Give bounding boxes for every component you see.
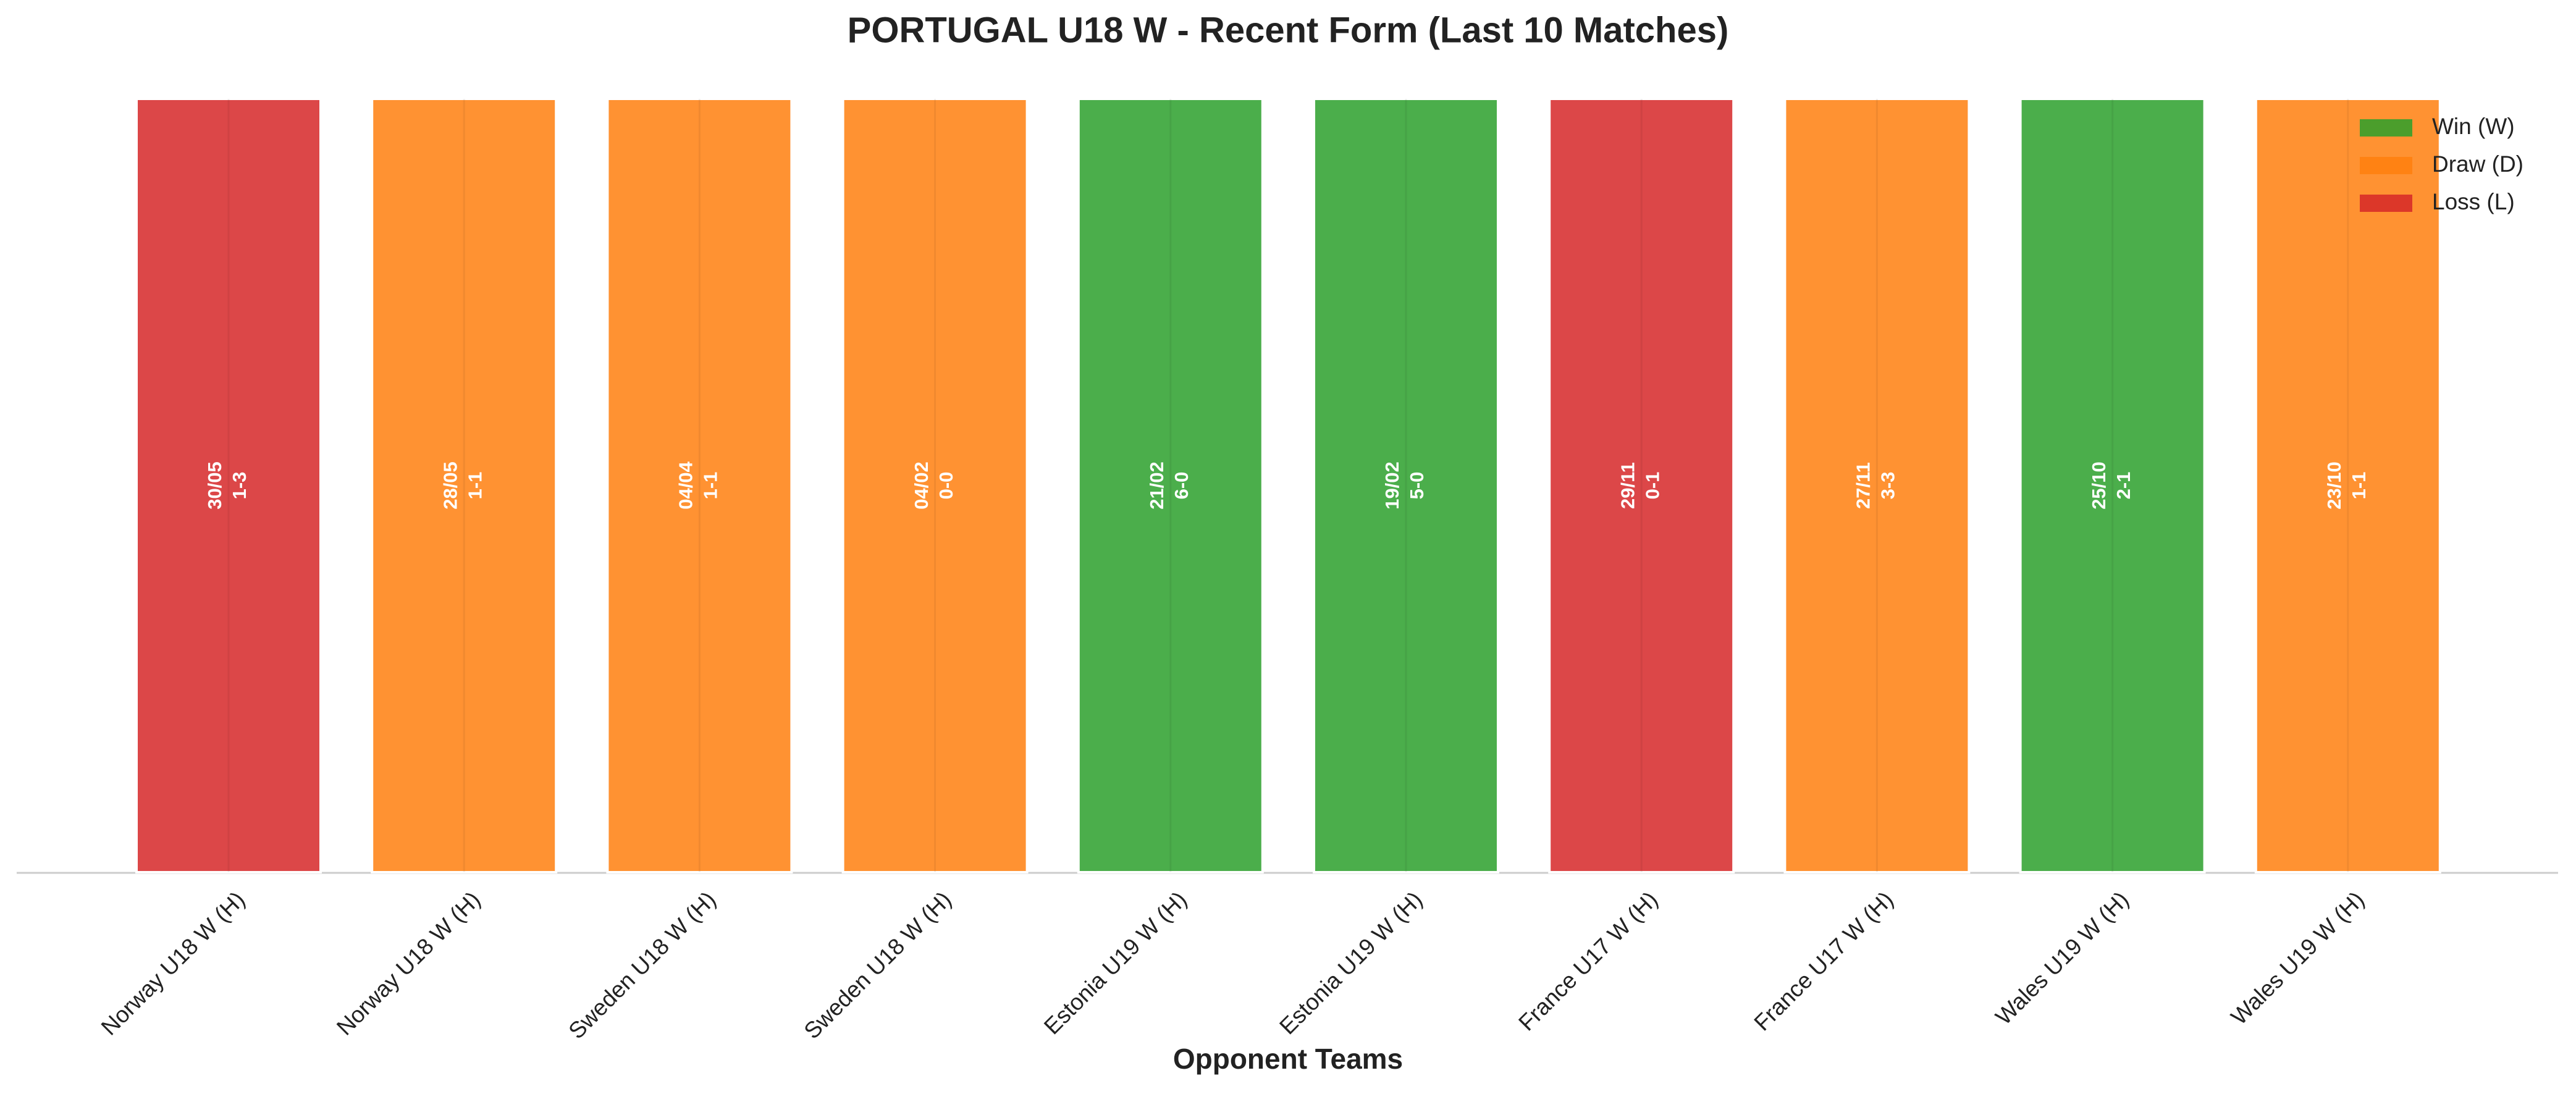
bar-date-label: 04/02 bbox=[911, 461, 932, 510]
legend-label: Loss (L) bbox=[2432, 189, 2515, 214]
bar-score-label: 1-1 bbox=[2348, 472, 2370, 500]
legend-swatch bbox=[2360, 157, 2412, 174]
bar-score-label: 3-3 bbox=[1877, 472, 1899, 500]
x-tick-label: Estonia U19 W (H) bbox=[1274, 886, 1427, 1039]
bar bbox=[1548, 98, 1735, 873]
bar-date-label: 30/05 bbox=[204, 461, 225, 510]
legend-label: Win (W) bbox=[2432, 114, 2515, 139]
bar-score-label: 1-1 bbox=[700, 472, 722, 500]
bar bbox=[2019, 98, 2206, 873]
legend-swatch bbox=[2360, 195, 2412, 212]
bar-score-label: 1-1 bbox=[464, 472, 486, 500]
x-tick-label: Wales U19 W (H) bbox=[2226, 886, 2370, 1030]
bar bbox=[1077, 98, 1264, 873]
x-tick-label: Sweden U18 W (H) bbox=[799, 886, 956, 1043]
x-axis-title: Opponent Teams bbox=[1173, 1043, 1403, 1075]
bar-score-label: 2-1 bbox=[2113, 472, 2134, 500]
bar bbox=[606, 98, 793, 873]
x-tick-label: Estonia U19 W (H) bbox=[1039, 886, 1192, 1039]
bar-date-label: 21/02 bbox=[1146, 461, 1168, 510]
x-tick-label: France U17 W (H) bbox=[1513, 886, 1662, 1035]
chart-title: PORTUGAL U18 W - Recent Form (Last 10 Ma… bbox=[848, 10, 1729, 50]
bar-date-label: 29/11 bbox=[1617, 462, 1638, 509]
bar-date-label: 25/10 bbox=[2088, 461, 2110, 510]
legend-label: Draw (D) bbox=[2432, 151, 2523, 177]
x-tick-label: Wales U19 W (H) bbox=[1990, 886, 2134, 1030]
x-tick-label: Sweden U18 W (H) bbox=[563, 886, 720, 1043]
bar-score-label: 6-0 bbox=[1171, 472, 1192, 500]
bar bbox=[1313, 98, 1499, 873]
bar bbox=[371, 98, 558, 873]
bar bbox=[841, 98, 1029, 873]
bar-score-label: 0-0 bbox=[935, 472, 957, 500]
bar-score-label: 5-0 bbox=[1406, 472, 1428, 500]
bar-date-label: 28/05 bbox=[439, 461, 461, 510]
bar-date-label: 27/11 bbox=[1853, 462, 1874, 509]
bar bbox=[1783, 98, 1971, 873]
x-tick-label: France U17 W (H) bbox=[1749, 886, 1898, 1035]
bar bbox=[135, 98, 322, 873]
bar-score-label: 1-3 bbox=[229, 472, 250, 500]
bar-date-label: 19/02 bbox=[1381, 461, 1403, 510]
legend-swatch bbox=[2360, 119, 2412, 137]
bar-score-label: 0-1 bbox=[1641, 472, 1663, 500]
x-tick-label: Norway U18 W (H) bbox=[332, 886, 485, 1040]
bar-date-label: 23/10 bbox=[2323, 461, 2345, 510]
bar bbox=[2254, 98, 2441, 873]
bar-date-label: 04/04 bbox=[675, 461, 697, 509]
x-tick-label: Norway U18 W (H) bbox=[96, 886, 250, 1040]
